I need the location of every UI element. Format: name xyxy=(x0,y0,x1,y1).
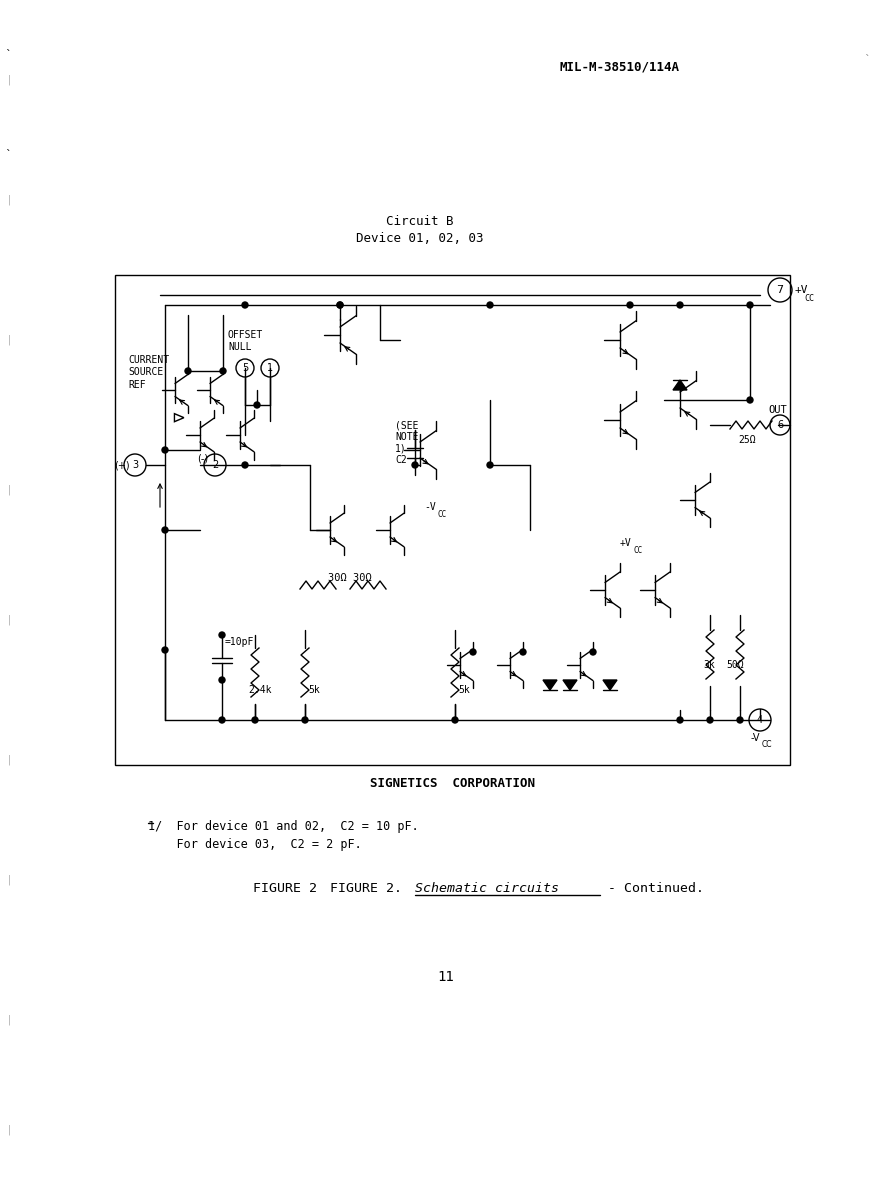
Circle shape xyxy=(590,649,596,655)
Circle shape xyxy=(219,677,225,683)
Circle shape xyxy=(412,463,418,468)
Text: 1/  For device 01 and 02,  C2 = 10 pF.: 1/ For device 01 and 02, C2 = 10 pF. xyxy=(148,820,418,833)
Circle shape xyxy=(337,302,343,308)
Text: `: ` xyxy=(5,50,11,60)
Text: CC: CC xyxy=(438,510,447,519)
Polygon shape xyxy=(563,680,577,690)
Text: 7: 7 xyxy=(776,285,783,295)
Circle shape xyxy=(487,302,493,308)
Text: CC: CC xyxy=(633,547,642,555)
Text: |: | xyxy=(8,1125,12,1136)
Text: For device 03,  C2 = 2 pF.: For device 03, C2 = 2 pF. xyxy=(148,838,362,851)
Text: Schematic circuits: Schematic circuits xyxy=(415,883,559,896)
Text: 11: 11 xyxy=(438,970,454,984)
Text: =10pF: =10pF xyxy=(225,636,254,647)
Text: OFFSET
NULL: OFFSET NULL xyxy=(228,330,263,353)
Circle shape xyxy=(242,463,248,468)
Text: 3: 3 xyxy=(132,460,138,470)
Text: |: | xyxy=(8,195,12,205)
Circle shape xyxy=(747,397,753,403)
Circle shape xyxy=(470,649,476,655)
Text: |: | xyxy=(8,1015,12,1026)
Text: CC: CC xyxy=(804,293,814,303)
Text: 4: 4 xyxy=(757,715,763,725)
Text: 50Ω: 50Ω xyxy=(726,660,744,670)
Text: |: | xyxy=(8,335,12,345)
Circle shape xyxy=(747,302,753,308)
Circle shape xyxy=(242,302,248,308)
Text: (SEE
NOTE
1)
C2: (SEE NOTE 1) C2 xyxy=(395,420,418,465)
Text: |: | xyxy=(8,615,12,626)
Circle shape xyxy=(487,463,493,468)
Text: |: | xyxy=(8,75,12,85)
Text: ⊳: ⊳ xyxy=(171,409,185,427)
Circle shape xyxy=(254,402,260,408)
Circle shape xyxy=(627,302,633,308)
Text: 3k: 3k xyxy=(703,660,714,670)
Text: Circuit B: Circuit B xyxy=(386,215,454,228)
Text: 5k: 5k xyxy=(308,685,319,694)
Text: FIGURE 2: FIGURE 2 xyxy=(253,883,317,896)
Text: +V: +V xyxy=(619,538,631,548)
Circle shape xyxy=(162,447,168,453)
Text: - Continued.: - Continued. xyxy=(600,883,704,896)
Circle shape xyxy=(220,368,226,374)
Text: SIGNETICS  CORPORATION: SIGNETICS CORPORATION xyxy=(370,777,535,790)
Circle shape xyxy=(185,368,191,374)
Text: |: | xyxy=(8,874,12,885)
Circle shape xyxy=(707,717,713,723)
Circle shape xyxy=(219,632,225,638)
Text: (-): (-) xyxy=(197,453,208,463)
Circle shape xyxy=(162,647,168,653)
Text: |: | xyxy=(8,485,12,496)
Polygon shape xyxy=(673,380,687,390)
Circle shape xyxy=(452,717,458,723)
Circle shape xyxy=(520,649,526,655)
Text: 25Ω: 25Ω xyxy=(738,435,756,445)
Polygon shape xyxy=(603,680,617,690)
Text: 5: 5 xyxy=(242,363,248,373)
Text: |: | xyxy=(8,755,12,765)
Text: CURRENT
SOURCE
REF: CURRENT SOURCE REF xyxy=(128,355,169,390)
Text: -V: -V xyxy=(750,733,760,743)
Text: `: ` xyxy=(864,54,870,65)
Polygon shape xyxy=(543,680,557,690)
Bar xyxy=(115,274,790,765)
Text: CC: CC xyxy=(762,741,772,749)
Text: 1: 1 xyxy=(267,363,273,373)
Circle shape xyxy=(219,717,225,723)
Text: Device 01, 02, 03: Device 01, 02, 03 xyxy=(356,232,483,245)
Circle shape xyxy=(302,717,308,723)
Text: 30Ω 30Ω: 30Ω 30Ω xyxy=(328,573,372,583)
Circle shape xyxy=(252,717,258,723)
Text: 2: 2 xyxy=(212,460,219,470)
Circle shape xyxy=(677,717,683,723)
Text: 6: 6 xyxy=(777,420,783,429)
Circle shape xyxy=(737,717,743,723)
Text: 2.4k: 2.4k xyxy=(248,685,271,694)
Text: FIGURE 2.: FIGURE 2. xyxy=(330,883,402,896)
Text: `: ` xyxy=(5,150,11,160)
Circle shape xyxy=(162,526,168,534)
Text: -V: -V xyxy=(424,502,436,512)
Text: +V: +V xyxy=(795,285,808,295)
Text: MIL-M-38510/114A: MIL-M-38510/114A xyxy=(560,60,680,73)
Text: OUT: OUT xyxy=(768,405,787,415)
Text: 5k: 5k xyxy=(458,685,470,694)
Circle shape xyxy=(677,302,683,308)
Circle shape xyxy=(337,302,343,308)
Text: (+): (+) xyxy=(114,460,130,470)
